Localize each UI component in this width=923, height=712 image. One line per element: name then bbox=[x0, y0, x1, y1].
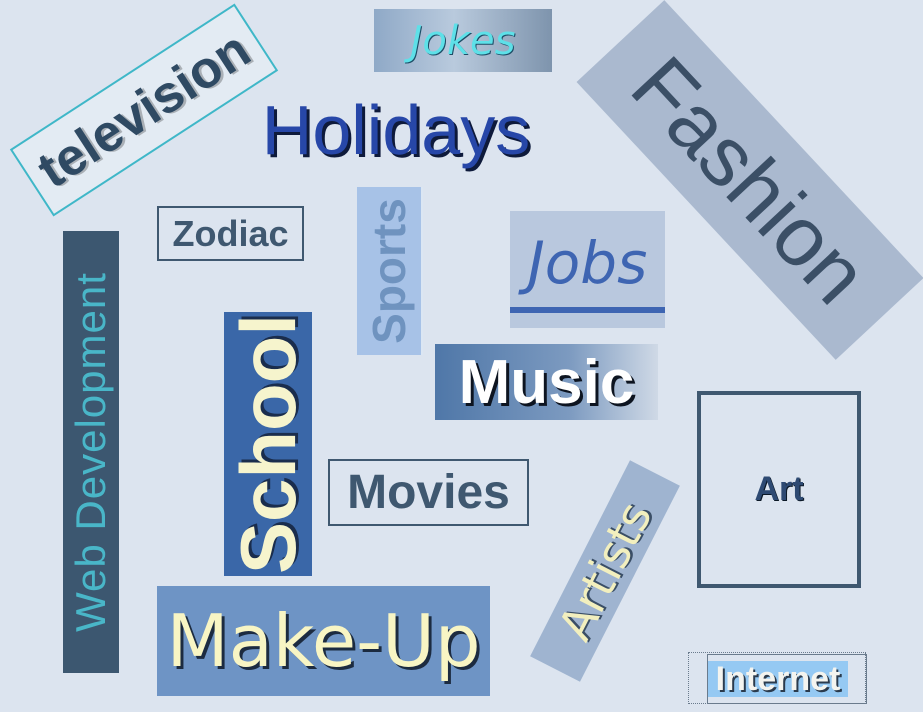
zodiac-text: Zodiac bbox=[172, 212, 289, 254]
jobs-underline bbox=[510, 307, 665, 313]
music-text: Music bbox=[458, 347, 635, 417]
web-development-text: Web Development bbox=[67, 272, 114, 632]
make-up-text: Make-Up bbox=[166, 599, 481, 683]
word-jobs: Jobs bbox=[510, 211, 665, 328]
holidays-text: Holidays bbox=[261, 91, 531, 169]
artists-text: Artists bbox=[547, 493, 663, 649]
school-text: School bbox=[223, 314, 312, 575]
movies-text: Movies bbox=[347, 466, 510, 519]
word-zodiac: Zodiac bbox=[157, 206, 304, 261]
word-holidays: Holidays bbox=[236, 88, 556, 172]
internet-frame bbox=[707, 654, 867, 704]
word-internet: Internet bbox=[688, 652, 867, 704]
television-text: television bbox=[27, 20, 261, 200]
art-text: Art bbox=[754, 470, 804, 508]
word-web-development: Web Development bbox=[63, 231, 119, 673]
word-movies: Movies bbox=[328, 459, 529, 526]
word-artists: Artists bbox=[530, 460, 680, 682]
word-jokes: Jokes bbox=[374, 9, 552, 72]
word-make-up: Make-Up bbox=[157, 586, 490, 696]
word-art: Art bbox=[697, 391, 861, 588]
jokes-text: Jokes bbox=[410, 17, 516, 64]
internet-text: Internet bbox=[708, 660, 848, 698]
jobs-text: Jobs bbox=[527, 229, 648, 297]
word-music: Music bbox=[435, 344, 658, 420]
word-school: School bbox=[224, 312, 312, 576]
sports-text: Sports bbox=[363, 198, 415, 344]
word-sports: Sports bbox=[357, 187, 423, 355]
